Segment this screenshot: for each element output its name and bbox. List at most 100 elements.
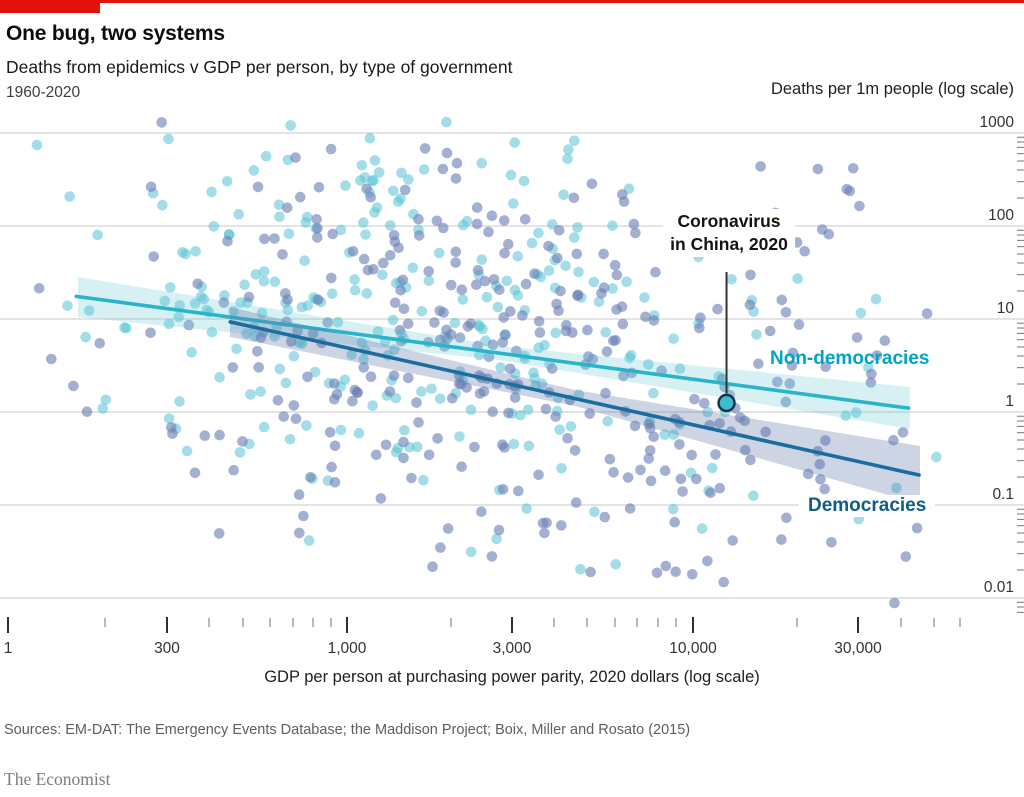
scatter-dot [569,135,580,147]
scatter-dot [593,296,605,308]
scatter-dot [438,307,449,318]
scatter-dot [512,290,524,301]
scatter-dot [476,254,488,265]
scatter-dot [486,210,498,222]
scatter-dot [339,374,351,386]
scatter-dot [471,202,483,213]
scatter-dot [46,353,57,365]
scatter-dot [346,349,358,361]
scatter-dot [718,576,729,588]
scatter-dot [820,361,831,373]
scatter-dot [630,227,641,239]
scatter-dot [349,384,361,396]
scatter-dot [312,294,324,306]
scatter-dot [529,268,540,280]
scatter-dot [100,394,112,406]
scatter-dot [305,472,316,483]
x-tick-label: 300 [154,640,180,657]
scatter-dot [361,183,373,194]
scatter-dot [402,318,414,330]
scatter-dot [659,465,671,477]
scatter-dot [469,441,480,453]
scatter-dot [694,322,705,334]
scatter-dot [533,227,544,239]
scatter-dot [295,191,306,203]
scatter-dot [784,378,796,390]
x-tick-label: 30,000 [834,640,882,657]
scatter-dot [921,308,933,319]
scatter-dot [851,332,863,343]
scatter-dot [403,174,414,185]
scatter-dot [62,300,73,312]
scatter-dot [702,555,713,567]
scatter-dot [744,299,756,311]
y-tick-label: 1000 [980,114,1015,131]
scatter-dot [518,175,530,187]
scatter-dot [674,439,685,450]
scatter-dot [411,397,422,408]
scatter-dot [81,406,93,418]
scatter-dot [540,403,552,415]
scatter-dot [854,200,865,212]
scatter-dot [313,182,325,193]
scatter-dot [760,426,771,438]
chart-title: One bug, two systems [6,22,225,45]
scatter-dot [695,312,706,324]
scatter-dot [568,192,580,204]
scatter-dot [609,259,621,271]
scatter-dot [523,440,535,452]
scatter-dot [286,336,297,347]
scatter-dot [31,139,43,151]
scatter-dot [329,477,341,488]
scatter-dot [324,427,336,438]
scatter-dot [80,331,91,343]
x-tick-label: 10,000 [669,640,717,657]
x-tick-label: 1 [4,640,13,657]
series-label-democracies: Democracies [799,495,936,517]
scatter-dot [780,396,792,408]
top-red-rule [0,0,1024,3]
scatter-dot [388,185,399,197]
scatter-dot [643,418,655,430]
scatter-dot [398,436,409,448]
scatter-dot [426,383,437,395]
scatter-dot [786,360,798,371]
scatter-dot [643,359,654,370]
scatter-dot [589,506,600,518]
scatter-dot [600,327,611,338]
scatter-dot [931,451,942,463]
scatter-dot [367,400,379,411]
scatter-dot [245,389,256,400]
scatter-dot [819,483,830,495]
scatter-dot [714,482,726,494]
scatter-dot [686,449,697,461]
scatter-dot [481,291,493,303]
scatter-dot [753,358,764,370]
y-tick-label: 0.1 [992,486,1014,503]
trend-line-non_democracies [74,294,911,410]
scatter-dot [396,167,407,179]
scatter-dot [608,467,619,478]
scatter-dot [677,486,688,497]
scatter-dot [454,431,465,442]
scatter-dot [584,408,595,419]
scatter-dot [418,474,429,486]
scatter-dot [499,215,510,226]
scatter-dot [423,266,435,277]
scatter-dot [340,180,351,191]
scatter-dot [726,274,737,285]
scatter-dot [186,347,197,358]
scatter-dot [375,493,387,504]
scatter-dot [387,314,399,326]
scatter-dot [349,284,361,296]
scatter-dot [413,417,424,428]
sources-note: Sources: EM-DAT: The Emergency Events Da… [4,722,691,738]
scatter-dot [585,566,596,578]
scatter-dot [450,257,462,268]
scatter-dot [601,346,613,357]
scatter-dot [451,157,463,169]
scatter-dot [629,420,641,432]
scatter-dot [228,305,239,317]
scatter-dot [669,516,680,528]
scatter-dot [457,294,469,305]
